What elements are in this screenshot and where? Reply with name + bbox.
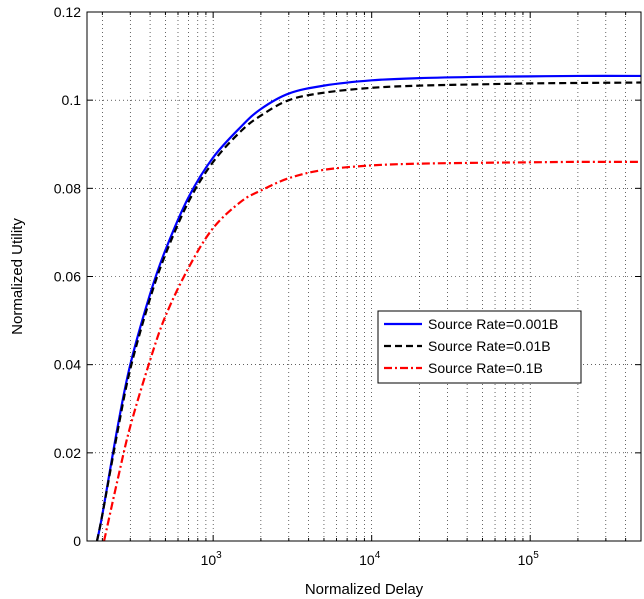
y-tick-label: 0.08 [54, 180, 81, 196]
x-tick-base: 10 [359, 552, 375, 568]
x-tick-label: 104 [359, 550, 381, 568]
x-tick-exponent: 3 [216, 550, 222, 561]
y-tick-label: 0.12 [54, 4, 81, 20]
series-line-1 [95, 74, 642, 542]
plot-series [95, 74, 642, 542]
series-line-3 [102, 160, 642, 542]
x-tick-base: 10 [518, 552, 534, 568]
x-tick-label: 103 [201, 550, 223, 568]
series-line-2 [95, 81, 642, 542]
legend-label: Source Rate=0.001B [428, 316, 558, 332]
x-tick-exponent: 4 [375, 550, 381, 561]
x-tick-base: 10 [201, 552, 217, 568]
y-axis-title: Normalized Utility [9, 218, 26, 335]
y-tick-label: 0 [73, 533, 81, 549]
legend-label: Source Rate=0.1B [428, 360, 543, 376]
y-tick-label: 0.04 [54, 357, 81, 373]
legend-label: Source Rate=0.01B [428, 338, 551, 354]
x-tick-exponent: 5 [533, 550, 539, 561]
y-tick-label: 0.06 [54, 269, 81, 285]
y-tick-label: 0.02 [54, 445, 81, 461]
legend: Source Rate=0.001B Source Rate=0.01B Sourc… [377, 310, 582, 384]
x-axis-title: Normalized Delay [305, 581, 424, 598]
y-tick-label: 0.1 [62, 92, 82, 108]
grid [87, 12, 641, 541]
x-tick-label: 105 [518, 550, 540, 568]
